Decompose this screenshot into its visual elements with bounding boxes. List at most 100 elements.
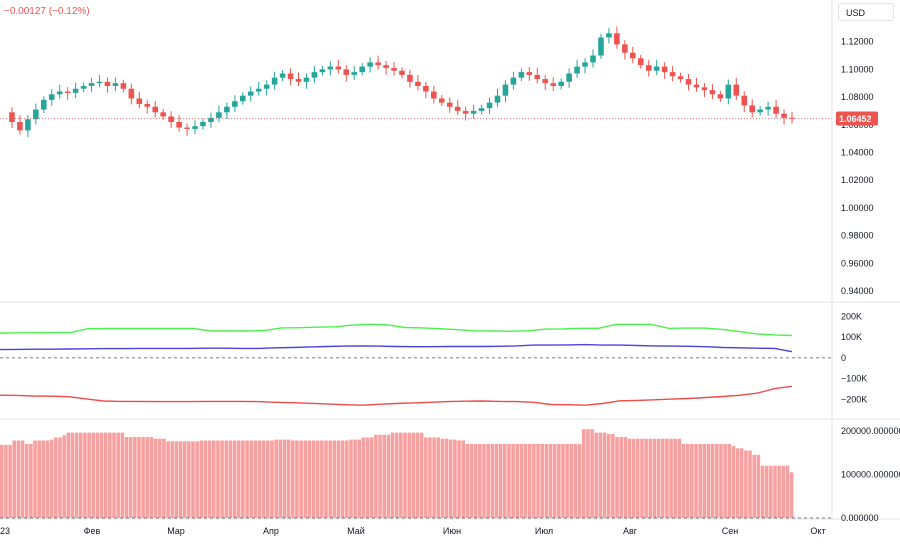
volume-bar	[37, 440, 41, 518]
volume-bar	[212, 440, 216, 518]
time-axis-label: Июл	[535, 526, 553, 536]
candle-body	[478, 108, 485, 111]
time-axis-label: 23	[0, 526, 10, 536]
volume-bar	[552, 443, 557, 518]
volume-bar	[511, 443, 515, 518]
volume-bar	[669, 438, 673, 518]
volume-bar	[515, 443, 520, 518]
positions-tick-label: 0	[841, 353, 846, 363]
volume-bar	[436, 437, 441, 518]
candle-body	[327, 66, 334, 70]
volume-bar	[99, 432, 104, 518]
volume-bar	[299, 440, 303, 518]
volume-bar	[490, 443, 495, 518]
candle-body	[152, 106, 159, 113]
volume-bar	[789, 472, 794, 518]
candle-body	[367, 62, 373, 67]
volume-bar	[0, 444, 4, 518]
volume-bar	[328, 440, 332, 518]
candle-body	[375, 62, 381, 66]
volume-bar	[29, 443, 33, 518]
candle-body	[192, 126, 198, 129]
volume-bar	[78, 432, 83, 518]
candle-body	[510, 77, 517, 85]
candle-body	[200, 122, 206, 127]
candle-body	[351, 72, 358, 75]
volume-bar	[157, 438, 162, 518]
volume-bar	[527, 443, 532, 518]
volume-bar	[199, 440, 204, 518]
volume-bar	[228, 440, 233, 518]
candle-body	[502, 84, 509, 96]
candle-body	[287, 73, 294, 80]
volume-bar	[744, 450, 748, 518]
time-axis-label: Мар	[167, 526, 185, 536]
candle-body	[120, 83, 127, 89]
volume-bar	[361, 437, 366, 518]
price-tick-label: 0.96000	[841, 258, 874, 268]
volume-bar	[153, 438, 158, 518]
red-position-line	[0, 385, 793, 406]
candle-body	[247, 91, 254, 96]
volume-bar	[677, 438, 682, 518]
volume-bar	[519, 443, 524, 518]
candle-body	[526, 72, 533, 75]
volume-bar	[149, 436, 154, 518]
volume-bar	[565, 443, 569, 518]
volume-bar	[424, 437, 428, 518]
volume-bar	[54, 437, 58, 518]
candle-body	[534, 74, 541, 80]
volume-bar	[307, 440, 312, 518]
volume-bar	[295, 440, 299, 518]
volume-bar	[465, 443, 470, 518]
volume-bar	[278, 439, 283, 518]
candle-body	[677, 76, 684, 80]
volume-bar	[573, 443, 578, 518]
volume-bar	[95, 432, 100, 518]
price-tick-label: 1.08000	[841, 92, 874, 102]
volume-bar	[290, 440, 295, 518]
price-tick-label: 1.12000	[841, 37, 874, 47]
last-price-badge	[836, 111, 878, 126]
positions-tick-label: −100K	[841, 374, 867, 384]
candle-body	[741, 95, 748, 106]
candle-body	[661, 66, 668, 73]
volume-bar	[182, 441, 187, 518]
volume-bar	[590, 429, 594, 518]
volume-bar	[731, 446, 736, 518]
candle-body	[25, 119, 31, 131]
blue-position-line	[0, 343, 793, 353]
volume-bar	[357, 439, 362, 518]
volume-bar	[478, 443, 482, 518]
volume-bar	[785, 465, 790, 518]
volume-bar	[694, 443, 698, 518]
volume-bar	[120, 432, 125, 518]
volume-bar	[698, 443, 702, 518]
volume-tick-label: 0.000000	[841, 513, 879, 523]
volume-bar	[440, 438, 445, 518]
volume-bar	[241, 440, 245, 518]
volume-bar	[739, 448, 744, 518]
volume-bar	[108, 432, 112, 518]
volume-bar	[640, 438, 644, 518]
volume-bar	[673, 438, 678, 518]
candle-body	[781, 113, 787, 118]
volume-bar	[386, 434, 391, 518]
volume-bar	[315, 440, 320, 518]
time-axis-label: Июн	[443, 526, 461, 536]
currency-button[interactable]: USD	[838, 3, 894, 21]
volume-bar	[103, 432, 108, 518]
volume-bar	[203, 440, 208, 518]
volume-bar	[631, 438, 636, 518]
volume-bar	[403, 432, 407, 518]
candle-body	[637, 58, 644, 66]
volume-bar	[24, 443, 29, 518]
volume-bar	[133, 436, 137, 518]
volume-bar	[394, 432, 399, 518]
volume-bar	[432, 437, 436, 518]
candle-body	[72, 88, 79, 93]
candle-body	[240, 95, 246, 102]
volume-bar	[503, 443, 507, 518]
candle-body	[271, 77, 278, 85]
candle-body	[319, 69, 326, 73]
